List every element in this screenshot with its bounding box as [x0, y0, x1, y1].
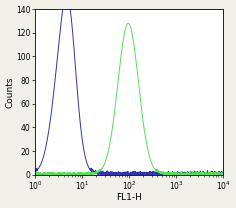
X-axis label: FL1-H: FL1-H: [116, 193, 142, 202]
Y-axis label: Counts: Counts: [6, 76, 15, 108]
